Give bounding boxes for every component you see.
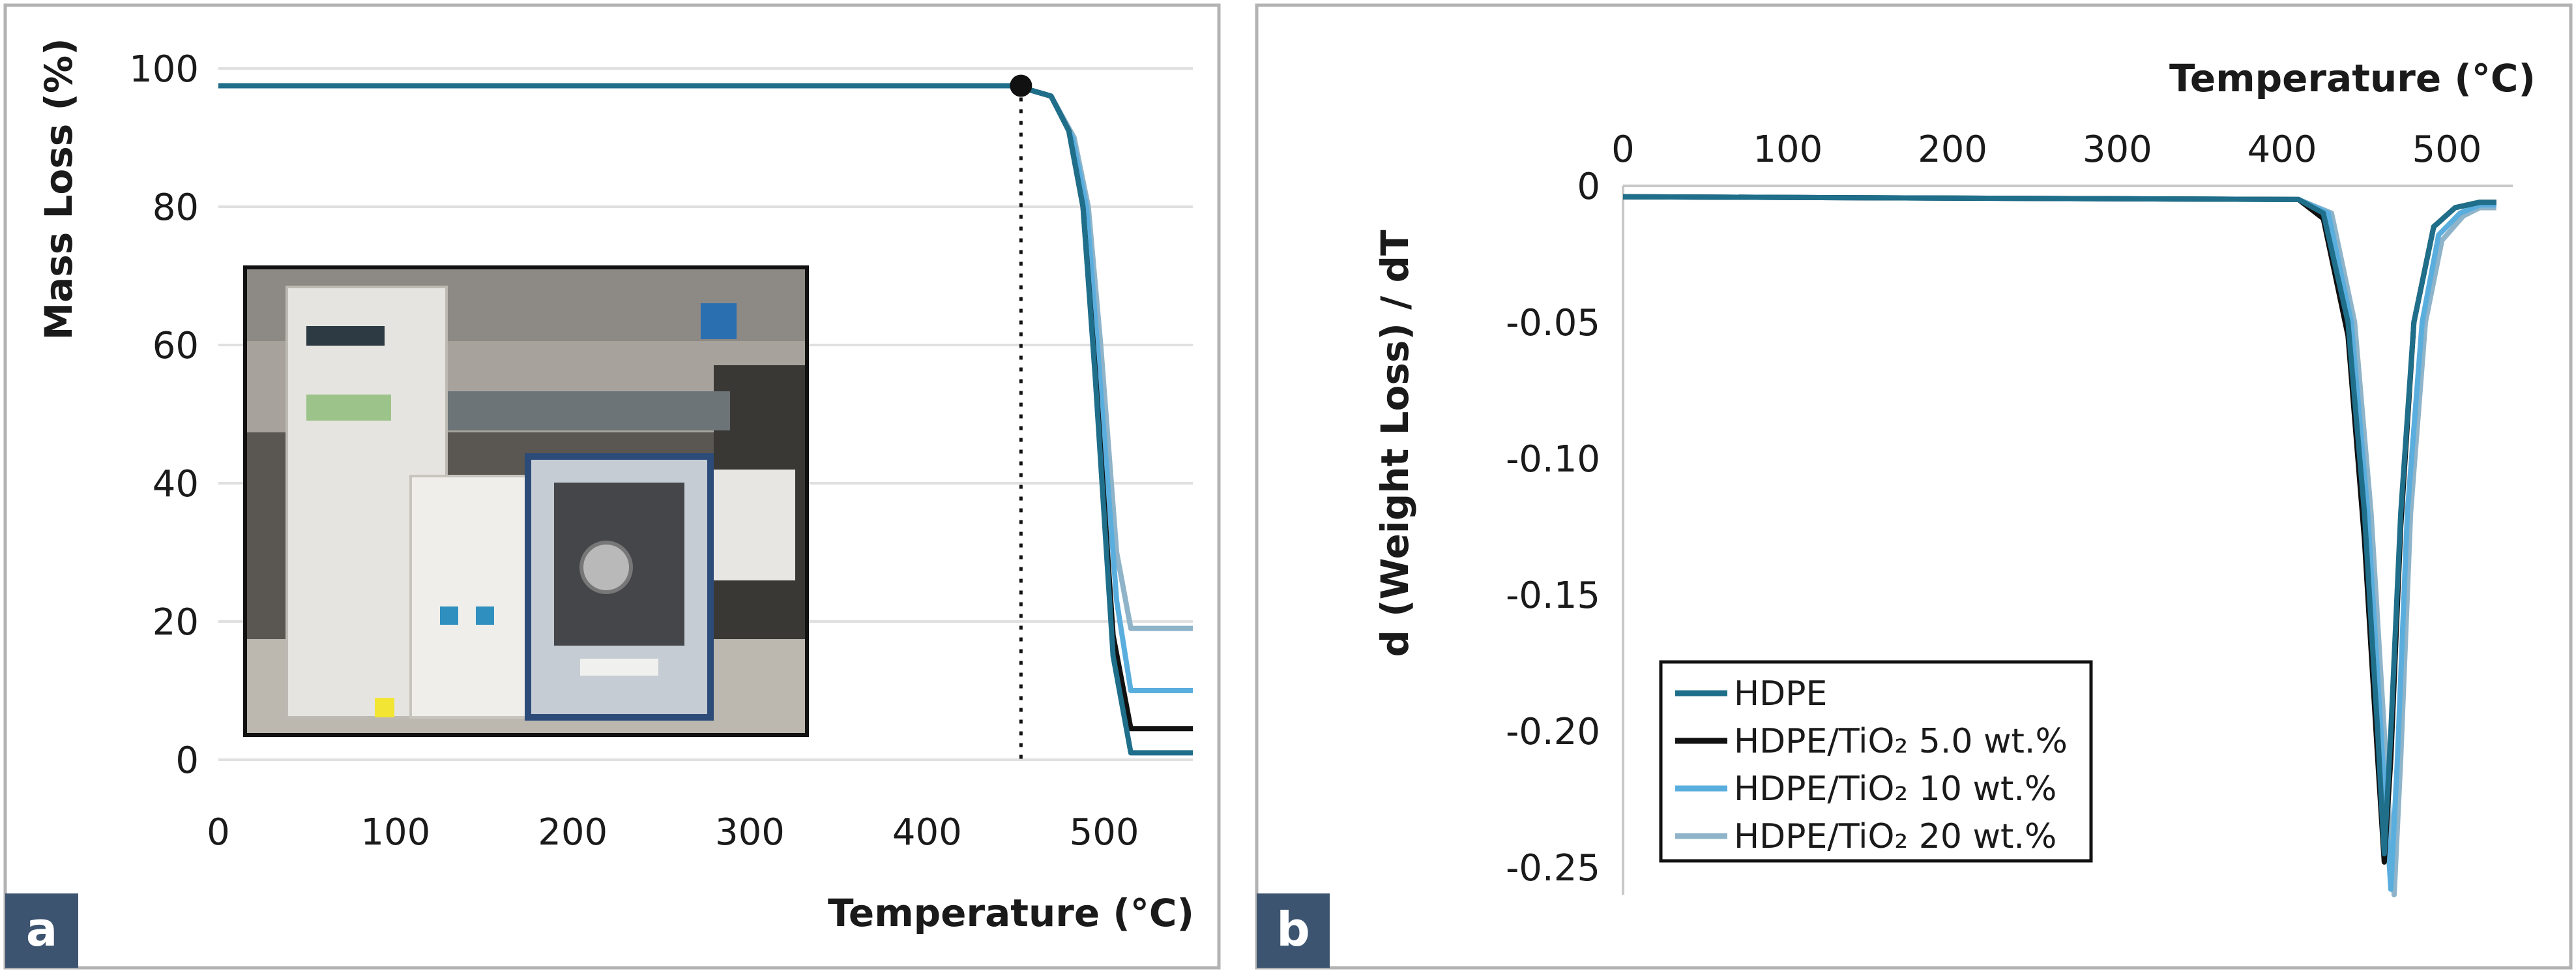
inset-power-button: [375, 698, 394, 717]
legend-label-hdpe-tio-10-wt: HDPE/TiO₂ 10 wt.%: [1734, 770, 2056, 809]
panel-b-series-hdpe-tio-10-wt: [1622, 194, 2496, 892]
panel-a-x-tick-label: 100: [360, 811, 430, 854]
panel-b-x-tick-label: 500: [2412, 128, 2481, 171]
panel-a-badge-label: a: [26, 902, 58, 957]
panel-b-x-axis-label: Temperature (°C): [2169, 56, 2536, 100]
inset-button-1: [440, 606, 458, 625]
panel-b-axes: [1622, 185, 2513, 895]
panel-b-y-axis-label: d (Weight Loss) / dT: [1373, 230, 1417, 657]
inset-box-right: [704, 470, 795, 580]
panel-a-x-axis-label: Temperature (°C): [828, 891, 1194, 935]
panel-a-x-tick-label: 300: [715, 811, 785, 854]
panel-b-x-tick-label: 0: [1611, 128, 1635, 171]
panel-a-y-tick-label: 20: [153, 601, 199, 644]
panel-b-x-tick-label: 200: [1918, 128, 1987, 171]
panel-a-x-tick-label: 500: [1070, 811, 1139, 854]
panel-b-tick-labels: 0 -0.05 -0.10 -0.15 -0.20 -0.25 0 100 200 300 400 5…: [1506, 128, 2481, 890]
panel-b-y-tick-label: -0.15: [1506, 575, 1600, 617]
panel-b-y-tick-label: -0.10: [1506, 438, 1600, 481]
panel-a-badge: [5, 893, 78, 968]
panel-b-x-tick-label: 400: [2247, 128, 2317, 171]
panel-b-badge-label: b: [1276, 902, 1310, 957]
panel-b-x-tick-label: 100: [1753, 128, 1822, 171]
panel-a-x-tick-label: 200: [538, 811, 607, 854]
panel-b-y-tick-label: -0.05: [1506, 302, 1600, 344]
panel-a-y-tick-label: 60: [153, 325, 199, 367]
inset-display-top: [306, 326, 385, 346]
panel-b-y-tick-label: -0.20: [1506, 711, 1600, 753]
instrument-photo-inset: [243, 265, 809, 737]
panel-a-y-tick-label: 40: [153, 463, 199, 505]
panel-b-legend: HDPE HDPE/TiO₂ 5.0 wt.% HDPE/TiO₂ 10 wt.% H…: [1659, 660, 2093, 863]
inset-socket: [701, 303, 737, 339]
panel-a-y-axis-label: Mass Loss (%): [37, 38, 81, 340]
panel-a-y-tick-label: 80: [153, 187, 199, 229]
panel-b-y-tick-label: 0: [1577, 166, 1600, 208]
panel-a-series: [218, 74, 1193, 763]
panel-b-series-hdpe: [1622, 194, 2496, 857]
panel-b-series-hdpe-tio-20-wt: [1622, 194, 2496, 897]
legend-label-hdpe-tio-5-0-wt: HDPE/TiO₂ 5.0 wt.%: [1734, 722, 2068, 761]
inset-button-2: [476, 606, 494, 625]
panel-a-y-tick-label: 100: [129, 48, 199, 91]
legend-label-hdpe: HDPE: [1734, 674, 1827, 713]
panel-a-tick-labels: 0 20 40 60 80 100 0 100 200 300 400 500: [129, 48, 1139, 854]
panel-b-badge: [1257, 893, 1330, 968]
legend-box: [1659, 660, 2093, 863]
panel-a-x-tick-label: 400: [892, 811, 962, 854]
inset-display-lcd: [306, 395, 391, 421]
inset-warning-label: [580, 659, 658, 676]
legend-label-hdpe-tio-20-wt: HDPE/TiO₂ 20 wt.%: [1734, 817, 2056, 856]
inset-controller-box: [409, 475, 529, 719]
panel-a-x-tick-label: 0: [207, 811, 230, 854]
onset-marker: [1010, 74, 1032, 97]
panel-b-series: [1622, 194, 2496, 897]
panel-a-y-tick-label: 0: [175, 740, 199, 782]
panel-b-x-tick-label: 300: [2083, 128, 2152, 171]
panel-b-y-tick-label: -0.25: [1506, 847, 1600, 890]
inset-furnace-tube: [579, 541, 633, 594]
